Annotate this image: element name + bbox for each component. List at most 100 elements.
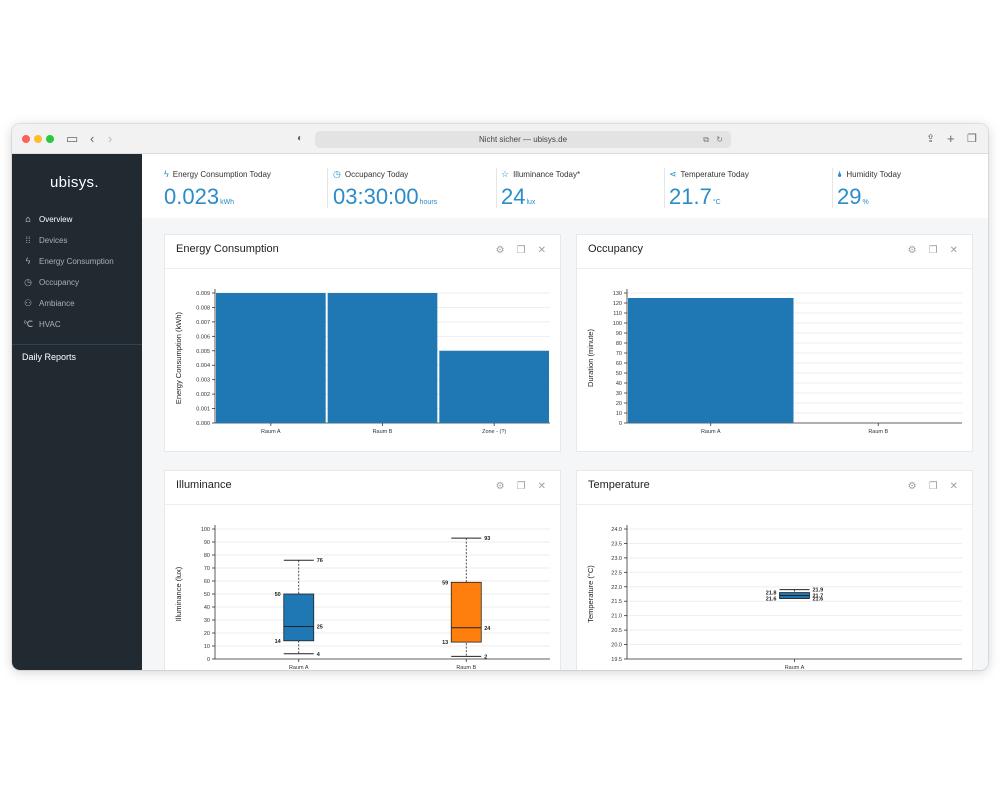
energy-consumption-card: Energy Consumption ⚙ ❐ ✕ 0.000 0.001 0.002 0.… bbox=[164, 234, 561, 452]
sidebar: ubisys. ⌂ Overview ⁞⁞ Devices ϟ Energy Cons… bbox=[12, 154, 142, 670]
kpi-value: 21.7 bbox=[669, 184, 712, 209]
x-tick-label: Raum A bbox=[785, 665, 805, 670]
sidebar-item-devices[interactable]: ⁞⁞ Devices bbox=[22, 232, 137, 248]
kpi-divider bbox=[664, 168, 665, 208]
gear-icon[interactable]: ⚙ bbox=[495, 481, 505, 492]
share-icon[interactable]: ⇪ bbox=[926, 133, 936, 145]
close-icon[interactable]: ✕ bbox=[949, 245, 958, 256]
reload-icon[interactable]: ↻ bbox=[716, 135, 723, 144]
kpi-title: Energy Consumption Today bbox=[172, 170, 271, 179]
q1-label: 21.6 bbox=[766, 596, 777, 602]
kpi-unit: % bbox=[862, 199, 869, 206]
y-tick-label: 50 bbox=[204, 592, 210, 598]
minimize-window-button[interactable] bbox=[34, 135, 42, 143]
kpi-title: Occupancy Today bbox=[344, 170, 409, 179]
kpi-value: 24 bbox=[501, 184, 526, 209]
close-window-button[interactable] bbox=[22, 135, 30, 143]
zoom-window-button[interactable] bbox=[46, 135, 54, 143]
gear-icon[interactable]: ⚙ bbox=[907, 245, 917, 256]
sidebar-item-daily-reports[interactable]: Daily Reports bbox=[22, 352, 77, 362]
y-tick-label: 70 bbox=[616, 351, 622, 357]
energy-chart: 0.000 0.001 0.002 0.003 0.004 0.005 0.006 0.007… bbox=[174, 289, 550, 435]
y-tick-label: 22.0 bbox=[611, 585, 622, 591]
kpi-row: ϟ Energy Consumption Today 0.023kWh ◷ Occu… bbox=[142, 154, 988, 218]
x-tick-label: Raum A bbox=[261, 429, 281, 435]
back-icon[interactable]: ‹ bbox=[90, 131, 95, 146]
y-tick-label: 23.0 bbox=[611, 556, 622, 562]
sidebar-item-label: HVAC bbox=[39, 320, 61, 329]
url-text: Nicht sicher — ubisys.de bbox=[478, 135, 568, 144]
x-tick-label: Raum B bbox=[868, 429, 888, 435]
shield-icon[interactable]: ◐ bbox=[297, 133, 304, 144]
y-tick-label: 90 bbox=[616, 331, 622, 337]
card-title: Occupancy bbox=[588, 243, 644, 255]
clock-icon: ◷ bbox=[24, 277, 32, 287]
duplicate-icon[interactable]: ❐ bbox=[928, 481, 938, 492]
y-tick-label: 80 bbox=[204, 553, 210, 559]
y-tick-label: 19.5 bbox=[611, 657, 622, 663]
x-tick-label: Zone - (?) bbox=[482, 429, 506, 435]
y-tick-label: 0.007 bbox=[196, 320, 210, 326]
lightning-icon: ϟ bbox=[164, 169, 169, 179]
sidebar-toggle-icon[interactable]: ▭ bbox=[66, 131, 79, 146]
bar bbox=[628, 298, 794, 423]
duplicate-icon[interactable]: ❐ bbox=[516, 481, 526, 492]
temperature-card: Temperature ⚙ ❐ ✕ 19.5 20.0 20.5 21.0 21.5 22.0… bbox=[576, 470, 973, 670]
home-icon: ⌂ bbox=[25, 214, 31, 224]
browser-toolbar: ▭ ‹ › ◐ Nicht sicher — ubisys.de ⧉ ↻ ⇪ +… bbox=[12, 124, 988, 154]
kpi-unit: hours bbox=[419, 199, 438, 206]
duplicate-icon[interactable]: ❐ bbox=[516, 245, 526, 256]
occupancy-card: Occupancy ⚙ ❐ ✕ 0 10 20 30 40 50 60 70 80 90 100 110 1… bbox=[576, 234, 973, 452]
sidebar-item-label: Energy Consumption bbox=[39, 257, 114, 266]
close-icon[interactable]: ✕ bbox=[949, 481, 958, 492]
duplicate-icon[interactable]: ❐ bbox=[928, 245, 938, 256]
y-tick-label: 110 bbox=[613, 311, 622, 317]
close-icon[interactable]: ✕ bbox=[537, 481, 546, 492]
forward-icon[interactable]: › bbox=[108, 131, 113, 146]
y-tick-label: 0 bbox=[207, 657, 210, 663]
median-label: 24 bbox=[484, 626, 491, 632]
gear-icon[interactable]: ⚙ bbox=[907, 481, 917, 492]
lightning-icon: ϟ bbox=[25, 256, 31, 266]
sidebar-item-energy-consumption[interactable]: ϟ Energy Consumption bbox=[22, 253, 137, 269]
y-axis-label: Illuminance (lux) bbox=[174, 566, 183, 621]
y-tick-label: 0.003 bbox=[196, 378, 210, 384]
max-label: 21.9 bbox=[813, 588, 824, 594]
x-tick-label: Raum B bbox=[373, 429, 393, 435]
kpi-temperature: ⋖ Temperature Today 21.7°C bbox=[669, 168, 829, 214]
people-icon: ⚇ bbox=[23, 298, 33, 308]
address-bar[interactable]: Nicht sicher — ubisys.de ⧉ ↻ bbox=[315, 131, 731, 148]
sidebar-item-ambiance[interactable]: ⚇ Ambiance bbox=[22, 295, 137, 311]
illuminance-card: Illuminance ⚙ ❐ ✕ 0 10 20 30 40 50 60 70 80 90 100 Il… bbox=[164, 470, 561, 670]
y-tick-label: 0.008 bbox=[196, 305, 210, 311]
clock-icon: ◷ bbox=[333, 169, 341, 179]
translate-icon[interactable]: ⧉ bbox=[703, 135, 709, 144]
illuminance-chart: 0 10 20 30 40 50 60 70 80 90 100 Illuminance (lux) 7… bbox=[174, 525, 550, 670]
kpi-divider bbox=[832, 168, 833, 208]
star-icon: ☆ bbox=[501, 169, 510, 179]
q3-label: 21.8 bbox=[766, 591, 777, 597]
kpi-occupancy: ◷ Occupancy Today 03:30:00hours bbox=[333, 168, 493, 214]
close-icon[interactable]: ✕ bbox=[537, 245, 546, 256]
kpi-unit: lux bbox=[526, 199, 536, 206]
y-tick-label: 20.0 bbox=[611, 643, 622, 649]
kpi-value: 03:30:00 bbox=[333, 184, 419, 209]
kpi-title: Humidity Today bbox=[846, 170, 901, 179]
kpi-unit: kWh bbox=[220, 199, 235, 206]
sidebar-item-overview[interactable]: ⌂ Overview bbox=[22, 211, 137, 227]
sidebar-item-hvac[interactable]: ℃ HVAC bbox=[22, 316, 137, 332]
q1-label: 14 bbox=[275, 639, 282, 645]
y-tick-label: 0.001 bbox=[196, 407, 210, 413]
q1-label: 13 bbox=[442, 640, 448, 646]
y-axis-label: Temperature (°C) bbox=[586, 565, 595, 623]
bar bbox=[327, 293, 438, 423]
occupancy-chart: 0 10 20 30 40 50 60 70 80 90 100 110 120 130 Duration … bbox=[586, 289, 962, 435]
y-tick-label: 0.005 bbox=[196, 349, 210, 355]
y-tick-label: 70 bbox=[204, 566, 210, 572]
gear-icon[interactable]: ⚙ bbox=[495, 245, 505, 256]
card-header: Temperature ⚙ ❐ ✕ bbox=[577, 471, 972, 505]
new-tab-icon[interactable]: + bbox=[947, 131, 955, 146]
tabs-overview-icon[interactable]: ❐ bbox=[967, 133, 977, 145]
sidebar-item-occupancy[interactable]: ◷ Occupancy bbox=[22, 274, 137, 290]
y-tick-label: 120 bbox=[613, 301, 622, 307]
